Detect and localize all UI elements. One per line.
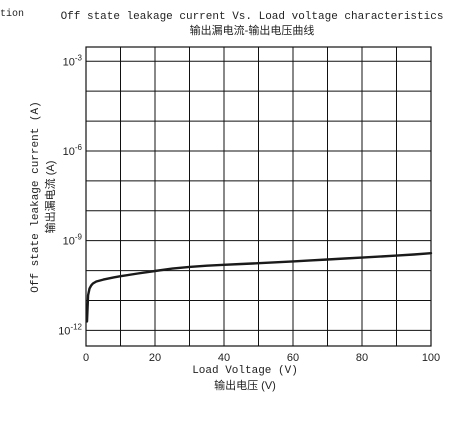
x-tick-label: 40 [218,352,230,364]
grid [86,47,431,346]
x-axis-label: Load Voltage (V) [192,365,298,377]
x-tick-label: 0 [83,352,89,364]
y-axis-label-cn: 输出漏电流 (A) [43,161,57,234]
x-axis-label-cn: 输出电压 (V) [214,378,276,392]
y-axis-label: Off state leakage current (A) [30,101,42,292]
chart-subtitle: 输出漏电流-输出电压曲线 [190,23,315,37]
series-layer [85,252,433,323]
chart-title: Off state leakage current Vs. Load volta… [61,11,444,23]
y-tick-label: 10-6 [63,143,83,158]
x-tick-label: 20 [149,352,161,364]
y-tick-label: 10-9 [63,233,83,248]
tick-labels: 0 20 40 60 80 100 10-12 10-9 10-6 10-3 [58,53,440,364]
series-line [85,252,433,323]
corner-text: tion [0,8,24,20]
plot-frame [85,46,432,347]
y-tick-label: 10-3 [63,53,83,68]
y-tick-label: 10-12 [58,322,82,337]
x-tick-label: 100 [422,352,440,364]
x-tick-label: 60 [287,352,299,364]
x-tick-label: 80 [356,352,368,364]
